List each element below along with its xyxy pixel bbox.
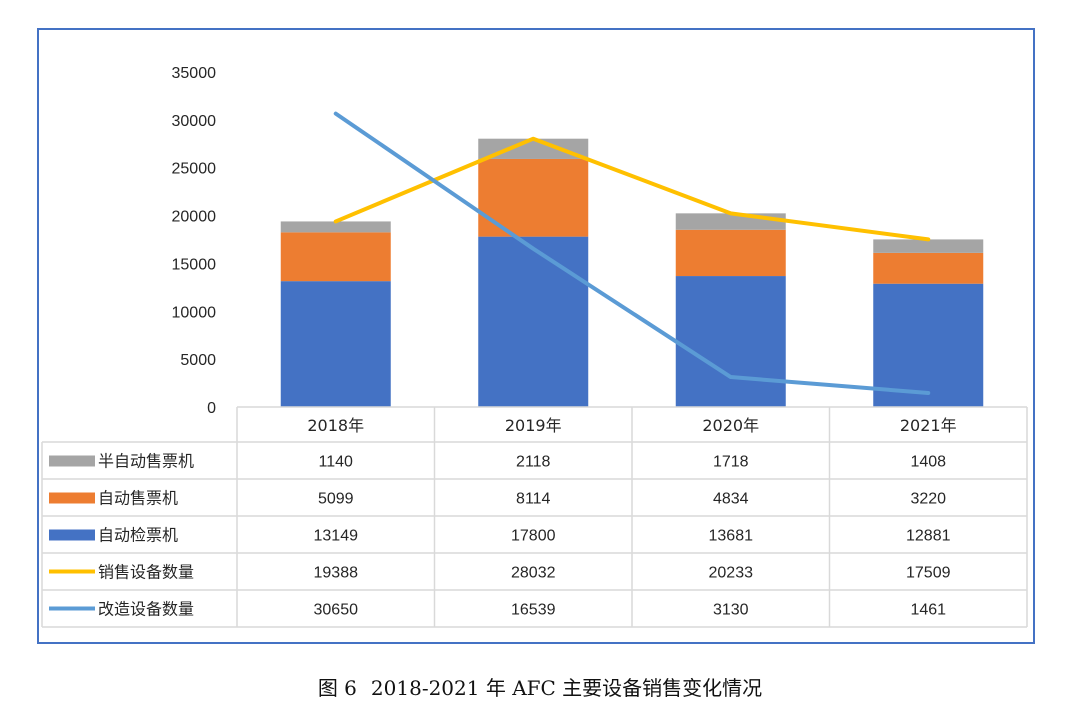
table-value: 3130	[713, 602, 749, 619]
table-value: 17800	[511, 528, 556, 545]
legend-series-name: 自动检票机	[98, 526, 178, 545]
bar-segment	[873, 283, 984, 407]
x-category-label: 2020年	[702, 416, 759, 435]
y-tick-label: 25000	[172, 161, 217, 178]
table-value: 13149	[314, 528, 359, 545]
bar-segment	[478, 236, 589, 407]
y-tick-label: 0	[207, 400, 216, 417]
bar-segment	[280, 281, 391, 407]
table-value: 8114	[516, 491, 551, 508]
chart-svg: 0 5000 10000 15000 20000 25000 30000 35000 2018年…	[41, 65, 1028, 628]
y-tick-label: 15000	[172, 256, 217, 273]
table-value: 2118	[516, 454, 551, 471]
table-value: 12881	[906, 528, 951, 545]
table-value: 13681	[709, 528, 754, 545]
table-value: 20233	[709, 565, 754, 582]
y-tick-label: 30000	[172, 113, 217, 130]
bar-segment	[675, 229, 786, 277]
bar-segment	[280, 232, 391, 282]
x-category-label: 2021年	[900, 416, 957, 435]
table-value: 1140	[319, 454, 354, 471]
bar-segment	[675, 213, 786, 230]
bar-segment	[478, 138, 589, 159]
legend-key-swatch	[49, 529, 95, 541]
table-value: 1408	[910, 454, 946, 471]
table-value: 1718	[713, 454, 749, 471]
figure-caption: 图 6 2018-2021 年 AFC 主要设备销售变化情况	[0, 672, 1080, 701]
legend-series-name: 自动售票机	[98, 489, 178, 508]
x-category-label: 2018年	[307, 416, 364, 435]
series-line	[333, 111, 931, 396]
table-value: 5099	[318, 491, 354, 508]
table-value: 19388	[314, 565, 359, 582]
table-value: 17509	[906, 565, 951, 582]
bar-segment	[873, 252, 984, 284]
y-tick-label: 5000	[180, 352, 216, 369]
table-value: 28032	[511, 565, 556, 582]
chart-frame: 0 5000 10000 15000 20000 25000 30000 35000 2018年…	[37, 28, 1035, 644]
legend-series-name: 改造设备数量	[98, 600, 194, 619]
bar-segment	[280, 221, 391, 233]
bar-segment	[675, 276, 786, 407]
legend-key-swatch	[49, 455, 95, 467]
bar-segment	[873, 239, 984, 253]
table-value: 30650	[314, 602, 359, 619]
table-value: 1461	[910, 602, 946, 619]
caption-title: 2018-2021 年 AFC 主要设备销售变化情况	[370, 676, 763, 700]
legend-series-name: 销售设备数量	[98, 563, 194, 582]
caption-figure-number: 图 6	[317, 676, 357, 700]
table-value: 16539	[511, 602, 556, 619]
legend-key-swatch	[49, 492, 95, 504]
table-value: 3220	[910, 491, 946, 508]
table-value: 4834	[713, 491, 749, 508]
y-tick-label: 20000	[172, 209, 217, 226]
y-tick-label: 10000	[172, 304, 217, 321]
legend-series-name: 半自动售票机	[98, 452, 194, 471]
bar-segment	[478, 158, 589, 237]
series-line	[333, 136, 931, 242]
y-tick-label: 35000	[172, 65, 217, 82]
x-category-label: 2019年	[505, 416, 562, 435]
